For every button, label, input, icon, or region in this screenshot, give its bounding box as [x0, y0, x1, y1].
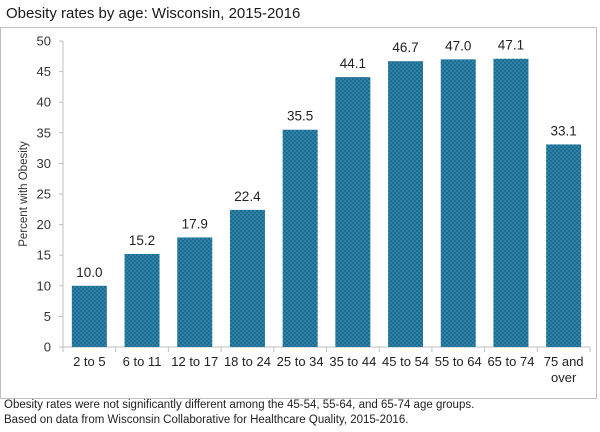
x-tick-label: 45 to 54: [382, 354, 429, 369]
data-label: 47.1: [498, 38, 524, 53]
y-tick-label: 35: [37, 125, 51, 140]
data-label: 22.4: [234, 189, 261, 204]
data-label: 35.5: [287, 109, 313, 124]
footnote-source: Based on data from Wisconsin Collaborati…: [4, 414, 409, 426]
y-tick-label: 50: [37, 34, 51, 49]
bar: [282, 129, 318, 347]
footnote-significance: Obesity rates were not significantly dif…: [4, 399, 475, 411]
y-tick-label: 15: [37, 248, 51, 263]
y-tick-label: 10: [37, 278, 51, 293]
x-tick-label: 12 to 17: [171, 354, 218, 369]
bar: [335, 77, 371, 347]
bar: [124, 253, 160, 347]
bar: [440, 59, 476, 348]
data-label: 46.7: [392, 40, 418, 55]
y-tick-label: 45: [37, 64, 51, 79]
bar: [229, 209, 265, 347]
chart-title: Obesity rates by age: Wisconsin, 2015-20…: [6, 5, 301, 22]
x-tick-label: 35 to 44: [329, 354, 376, 369]
x-tick-label: 2 to 5: [73, 354, 106, 369]
y-tick-label: 30: [37, 156, 51, 171]
chart-frame: [0, 27, 597, 399]
x-tick-label: 75 and: [544, 354, 584, 369]
data-label: 47.0: [445, 38, 471, 53]
x-tick-label: 55 to 64: [435, 354, 482, 369]
bar: [71, 285, 107, 347]
y-tick-label: 25: [37, 187, 51, 202]
data-label: 17.9: [182, 216, 208, 231]
bar: [546, 144, 582, 347]
data-label: 10.0: [76, 265, 102, 280]
data-label: 44.1: [340, 56, 366, 71]
bar: [177, 237, 213, 347]
y-axis-title: Percent with Obesity: [18, 141, 30, 247]
x-tick-label: 25 to 34: [277, 354, 324, 369]
x-tick-label: 6 to 11: [123, 354, 162, 369]
x-tick-label: 65 to 74: [487, 354, 534, 369]
x-tick-label: 18 to 24: [224, 354, 271, 369]
x-tick-label: over: [551, 370, 577, 385]
y-tick-label: 0: [44, 340, 51, 355]
bar: [493, 58, 529, 348]
data-label: 33.1: [551, 123, 577, 138]
y-tick-label: 5: [44, 309, 51, 324]
y-tick-label: 40: [37, 95, 51, 110]
y-tick-label: 20: [37, 217, 51, 232]
bar: [388, 61, 424, 348]
data-label: 15.2: [129, 233, 155, 248]
